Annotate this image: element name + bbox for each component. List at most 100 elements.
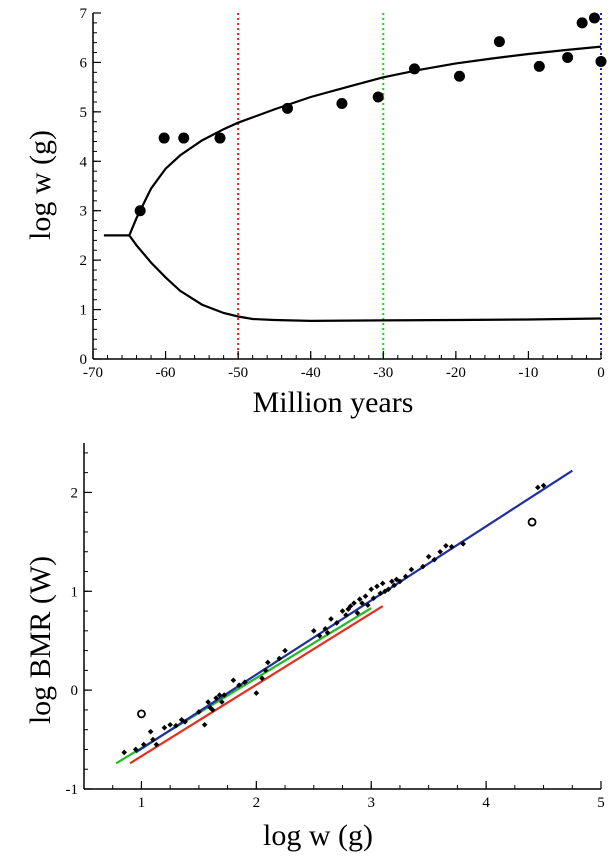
data-point xyxy=(359,600,365,606)
data-point xyxy=(214,132,226,144)
data-point xyxy=(533,60,545,72)
data-point xyxy=(230,677,237,684)
data-point xyxy=(219,699,225,705)
data-point xyxy=(354,610,361,616)
data-point xyxy=(196,709,202,715)
data-point xyxy=(397,578,403,585)
data-point xyxy=(540,482,547,489)
data-point xyxy=(333,620,340,626)
data-point xyxy=(347,603,354,609)
data-point xyxy=(158,132,170,144)
x-tick-label: 0 xyxy=(597,365,605,381)
data-point xyxy=(368,586,375,593)
data-point xyxy=(391,582,397,589)
data-point xyxy=(209,707,216,713)
data-point xyxy=(408,566,415,573)
data-point xyxy=(339,608,346,614)
data-point xyxy=(408,63,420,75)
data-point xyxy=(121,749,128,756)
data-point xyxy=(147,728,154,735)
data-point xyxy=(242,679,248,686)
series-line-2 xyxy=(129,605,384,765)
data-point xyxy=(207,705,214,711)
outlier-point xyxy=(137,709,146,719)
data-point xyxy=(437,548,443,555)
data-point xyxy=(153,741,160,748)
data-point xyxy=(576,17,588,29)
data-point xyxy=(453,70,465,82)
bottom-x-axis-title: log w (g) xyxy=(263,819,373,852)
bottom-plot-area: 1 2 3 4 5 -1 0 1 2 xyxy=(66,443,605,811)
data-point xyxy=(182,718,188,725)
data-point xyxy=(374,583,380,590)
data-point xyxy=(316,632,323,639)
data-point xyxy=(370,595,377,602)
bottom-y-axis-title: log BMR (W) xyxy=(24,556,57,724)
top-plot-area: -70 -60 -50 -40 -30 -20 -10 0 0 1 2 3 4 5 6 7 xyxy=(80,6,607,381)
panel-timeline-chart: -70 -60 -50 -40 -30 -20 -10 0 0 1 2 3 4 5 6 7 Million y… xyxy=(24,6,607,419)
data-point xyxy=(372,91,384,103)
y-tick-label: 7 xyxy=(80,6,88,22)
y-tick-label: 2 xyxy=(80,253,88,269)
outlier-point xyxy=(527,517,537,527)
data-point xyxy=(389,578,395,585)
x-tick-label: -50 xyxy=(228,365,248,381)
data-point xyxy=(216,692,223,698)
data-point xyxy=(402,573,409,580)
data-point xyxy=(167,721,173,728)
data-point xyxy=(282,647,288,654)
data-point xyxy=(460,541,466,547)
data-point xyxy=(221,692,227,698)
y-tick-label: 4 xyxy=(80,154,88,170)
y-tick-label: 0 xyxy=(80,352,88,368)
series-line-1 xyxy=(103,45,602,237)
x-tick-label: 3 xyxy=(367,795,375,811)
data-point xyxy=(431,556,438,563)
data-point xyxy=(377,590,384,597)
data-point xyxy=(324,630,331,636)
data-point xyxy=(150,736,156,743)
y-tick-label: 0 xyxy=(71,683,79,699)
y-tick-label: 6 xyxy=(80,55,88,71)
data-point xyxy=(493,36,505,48)
data-point xyxy=(205,699,211,705)
data-point xyxy=(562,51,574,63)
data-point xyxy=(595,55,607,67)
data-point xyxy=(336,97,348,109)
x-tick-label: -30 xyxy=(373,365,393,381)
data-point xyxy=(322,626,329,632)
x-tick-label: 5 xyxy=(597,795,605,811)
data-point xyxy=(140,741,147,748)
x-tick-label: -10 xyxy=(518,365,538,381)
data-point xyxy=(448,544,455,550)
data-point xyxy=(259,675,265,682)
data-point xyxy=(343,612,349,618)
data-point xyxy=(364,602,371,608)
data-point xyxy=(201,721,208,728)
data-point xyxy=(134,205,146,217)
y-tick-label: 1 xyxy=(71,584,79,600)
y-tick-label: 1 xyxy=(80,303,88,319)
data-point xyxy=(379,580,386,587)
data-point xyxy=(535,484,541,491)
series-line-4 xyxy=(135,469,573,754)
data-point xyxy=(351,600,357,606)
y-tick-label: 2 xyxy=(71,485,79,501)
data-point xyxy=(356,596,363,602)
data-point xyxy=(425,553,432,560)
data-point xyxy=(310,628,317,634)
data-point xyxy=(443,543,449,549)
y-tick-label: 3 xyxy=(80,204,88,220)
data-point xyxy=(178,132,190,144)
data-point xyxy=(385,586,392,593)
data-point xyxy=(161,724,168,731)
y-tick-label: -1 xyxy=(66,782,79,798)
data-point xyxy=(262,667,269,674)
data-point xyxy=(236,682,242,688)
x-tick-label: 1 xyxy=(138,795,146,811)
x-tick-label: -60 xyxy=(156,365,176,381)
data-point xyxy=(253,690,260,696)
x-tick-label: -70 xyxy=(83,365,103,381)
y-tick-label: 5 xyxy=(80,105,88,121)
